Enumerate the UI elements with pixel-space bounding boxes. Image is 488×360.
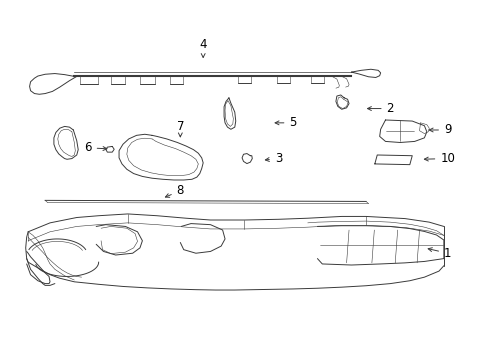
Text: 6: 6 bbox=[84, 141, 107, 154]
Text: 2: 2 bbox=[367, 102, 393, 115]
Text: 10: 10 bbox=[424, 152, 454, 165]
Text: 8: 8 bbox=[165, 184, 183, 197]
Text: 1: 1 bbox=[427, 247, 450, 260]
Text: 9: 9 bbox=[428, 123, 450, 136]
Text: 4: 4 bbox=[199, 38, 206, 58]
Text: 5: 5 bbox=[275, 116, 296, 129]
Text: 7: 7 bbox=[176, 120, 183, 137]
Text: 3: 3 bbox=[265, 152, 282, 165]
